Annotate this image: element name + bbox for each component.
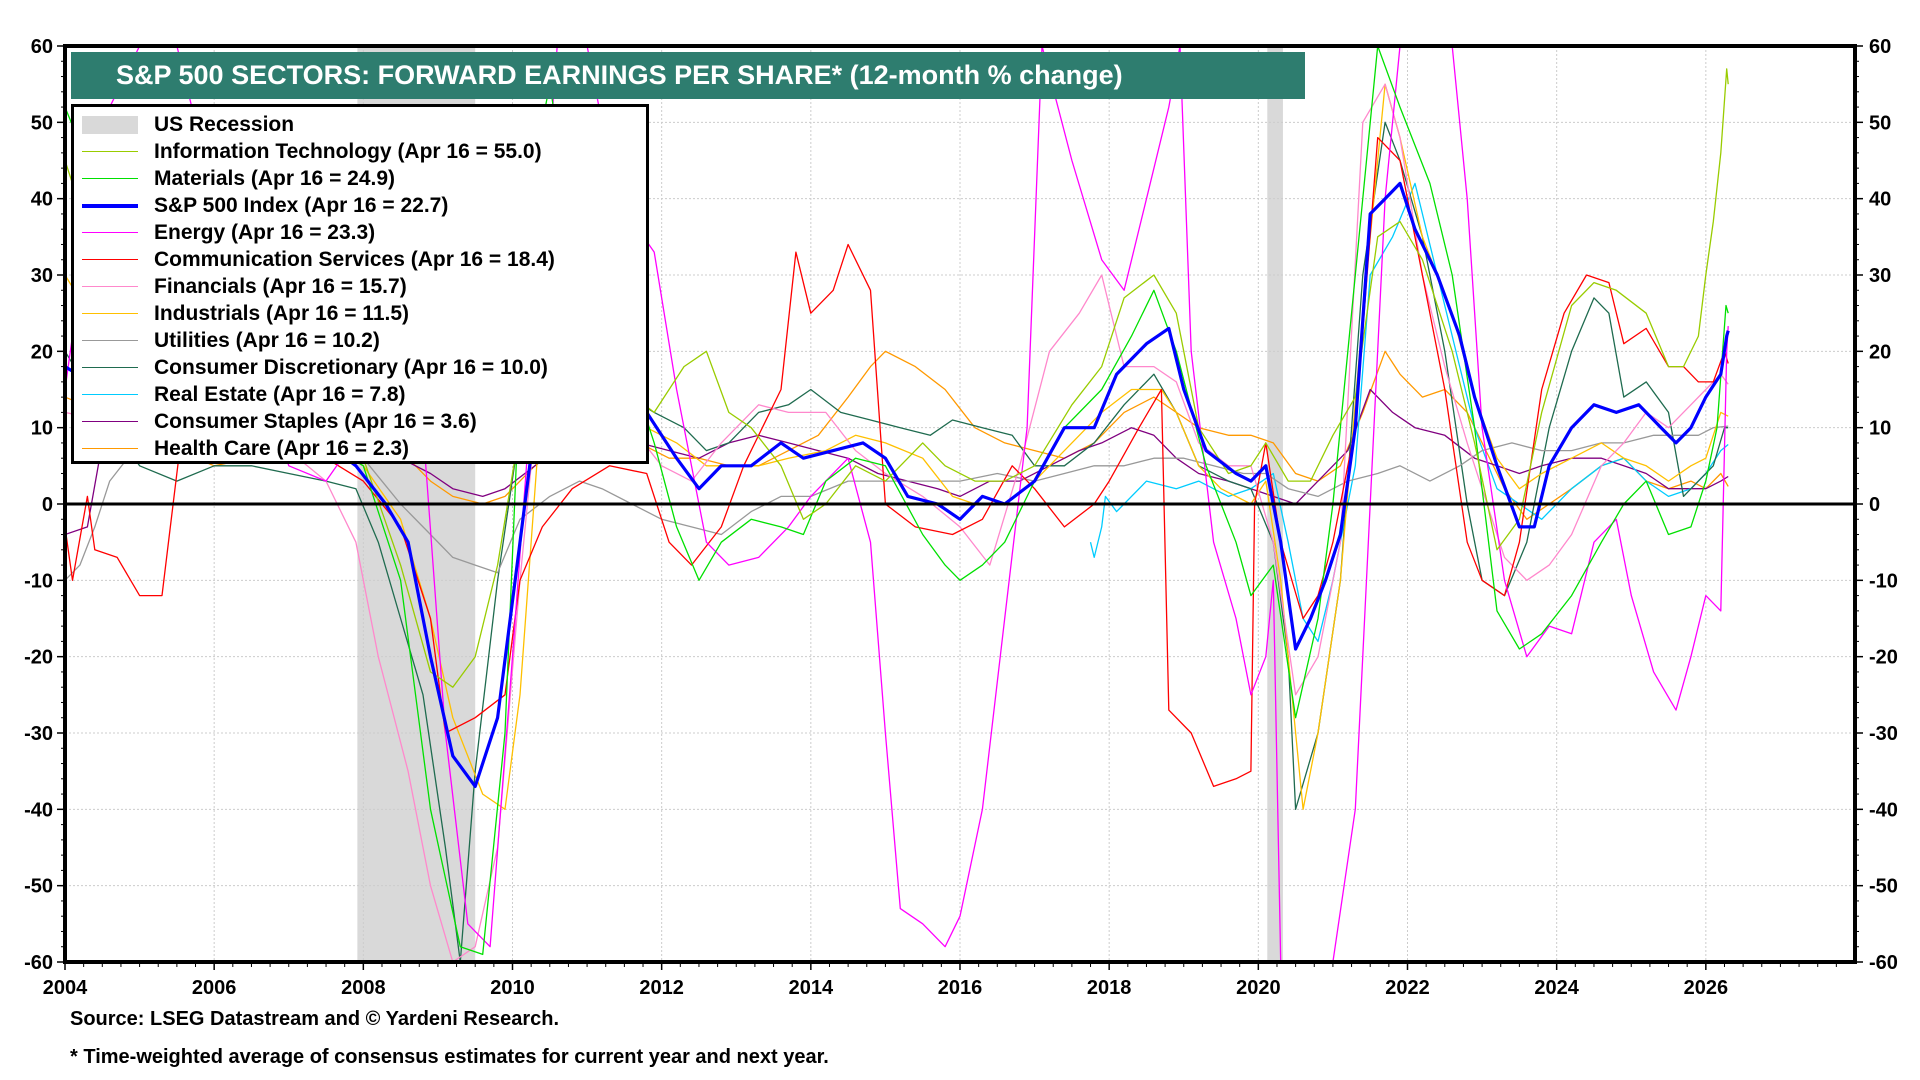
series-line-real-estate — [1089, 182, 1729, 643]
y-tick-label-left: 10 — [31, 418, 53, 440]
legend-label: Materials (Apr 16 = 24.9) — [154, 166, 396, 190]
legend-line-icon — [82, 203, 138, 208]
y-tick-label-right: 50 — [1869, 112, 1891, 134]
legend-item: Materials (Apr 16 = 24.9) — [74, 165, 646, 192]
y-tick-label-right: -10 — [1869, 570, 1898, 592]
series-line-information-technology — [65, 68, 1729, 688]
legend-item: Information Technology (Apr 16 = 55.0) — [74, 138, 646, 165]
x-tick-label: 2014 — [789, 977, 834, 999]
x-tick-label: 2026 — [1684, 977, 1729, 999]
series-line-communication-services — [65, 136, 1729, 788]
x-tick-label: 2024 — [1534, 977, 1579, 999]
series-line-materials — [65, 46, 1729, 956]
y-tick-label-left: 20 — [31, 341, 53, 363]
y-tick-label-right: 20 — [1869, 341, 1891, 363]
legend-line-icon — [82, 178, 138, 179]
x-tick-label: 2006 — [192, 977, 237, 999]
legend-line-icon — [82, 151, 138, 152]
x-tick-label: 2008 — [341, 977, 386, 999]
legend-label: Information Technology (Apr 16 = 55.0) — [154, 139, 542, 163]
legend-line-icon — [82, 259, 138, 260]
y-tick-label-left: 0 — [42, 494, 53, 516]
legend-label: S&P 500 Index (Apr 16 = 22.7) — [154, 193, 449, 217]
y-tick-label-left: 60 — [31, 36, 53, 58]
y-tick-label-left: -20 — [24, 647, 53, 669]
x-tick-label: 2016 — [938, 977, 983, 999]
legend-line-icon — [82, 394, 138, 395]
legend-line-icon — [82, 421, 138, 422]
legend-label: Communication Services (Apr 16 = 18.4) — [154, 247, 555, 271]
series-line-energy — [65, 46, 1729, 962]
x-tick-label: 2004 — [43, 977, 88, 999]
legend-line-icon — [82, 286, 138, 287]
y-tick-label-right: -60 — [1869, 952, 1898, 974]
y-tick-label-right: -40 — [1869, 799, 1898, 821]
y-tick-label-right: -30 — [1869, 723, 1898, 745]
x-tick-label: 2010 — [490, 977, 535, 999]
legend-line-icon — [82, 232, 138, 233]
x-tick-label: 2022 — [1385, 977, 1430, 999]
y-tick-label-right: 40 — [1869, 189, 1891, 211]
recession-swatch-icon — [82, 115, 138, 134]
y-tick-label-right: 60 — [1869, 36, 1891, 58]
chart-title: S&P 500 SECTORS: FORWARD EARNINGS PER SH… — [71, 52, 1305, 99]
y-tick-label-left: -40 — [24, 799, 53, 821]
y-tick-label-left: -10 — [24, 570, 53, 592]
legend-label: Consumer Staples (Apr 16 = 3.6) — [154, 409, 477, 433]
series-lines — [65, 46, 1730, 962]
y-tick-label-right: -20 — [1869, 647, 1898, 669]
x-tick-label: 2018 — [1087, 977, 1132, 999]
y-tick-label-right: -50 — [1869, 876, 1898, 898]
legend-label: Energy (Apr 16 = 23.3) — [154, 220, 376, 244]
y-tick-label-left: -60 — [24, 952, 53, 974]
footnote: * Time-weighted average of consensus est… — [70, 1046, 829, 1068]
legend-label: Financials (Apr 16 = 15.7) — [154, 274, 407, 298]
legend-label: Health Care (Apr 16 = 2.3) — [154, 436, 410, 460]
series-line-health-care — [65, 350, 1729, 520]
legend-label: Real Estate (Apr 16 = 7.8) — [154, 382, 406, 406]
y-tick-label-left: 40 — [31, 189, 53, 211]
legend-item: Health Care (Apr 16 = 2.3) — [74, 435, 646, 462]
legend-label: Industrials (Apr 16 = 11.5) — [154, 301, 410, 325]
legend-line-icon — [82, 367, 138, 368]
legend-item: Utilities (Apr 16 = 10.2) — [74, 327, 646, 354]
legend-item: Financials (Apr 16 = 15.7) — [74, 273, 646, 300]
legend-item: Industrials (Apr 16 = 11.5) — [74, 300, 646, 327]
legend-line-icon — [82, 313, 138, 314]
legend-line-icon — [82, 340, 138, 341]
legend-item: S&P 500 Index (Apr 16 = 22.7) — [74, 192, 646, 219]
legend: US Recession Information Technology (Apr… — [71, 104, 649, 464]
legend-label: Utilities (Apr 16 = 10.2) — [154, 328, 380, 352]
y-tick-label-left: 30 — [31, 265, 53, 287]
y-tick-label-right: 30 — [1869, 265, 1891, 287]
y-tick-label-left: -50 — [24, 876, 53, 898]
legend-item: Real Estate (Apr 16 = 7.8) — [74, 381, 646, 408]
y-tick-label-right: 0 — [1869, 494, 1880, 516]
y-tick-label-right: 10 — [1869, 418, 1891, 440]
x-tick-label: 2012 — [639, 977, 684, 999]
x-tick-label: 2020 — [1236, 977, 1281, 999]
legend-item-recession: US Recession — [74, 111, 646, 138]
series-line-s-p-500-index — [65, 181, 1730, 788]
legend-item: Communication Services (Apr 16 = 18.4) — [74, 246, 646, 273]
legend-item: Consumer Staples (Apr 16 = 3.6) — [74, 408, 646, 435]
legend-item: Energy (Apr 16 = 23.3) — [74, 219, 646, 246]
series-line-financials — [65, 83, 1729, 962]
legend-line-icon — [82, 448, 138, 449]
y-tick-label-left: -30 — [24, 723, 53, 745]
legend-label: US Recession — [154, 112, 295, 136]
y-tick-label-left: 50 — [31, 112, 53, 134]
source-note: Source: LSEG Datastream and © Yardeni Re… — [70, 1008, 560, 1030]
legend-item: Consumer Discretionary (Apr 16 = 10.0) — [74, 354, 646, 381]
legend-label: Consumer Discretionary (Apr 16 = 10.0) — [154, 355, 548, 379]
